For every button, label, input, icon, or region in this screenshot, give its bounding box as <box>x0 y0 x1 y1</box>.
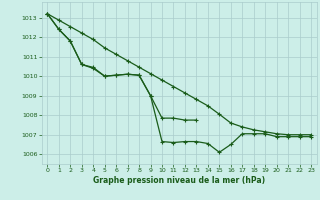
X-axis label: Graphe pression niveau de la mer (hPa): Graphe pression niveau de la mer (hPa) <box>93 176 265 185</box>
